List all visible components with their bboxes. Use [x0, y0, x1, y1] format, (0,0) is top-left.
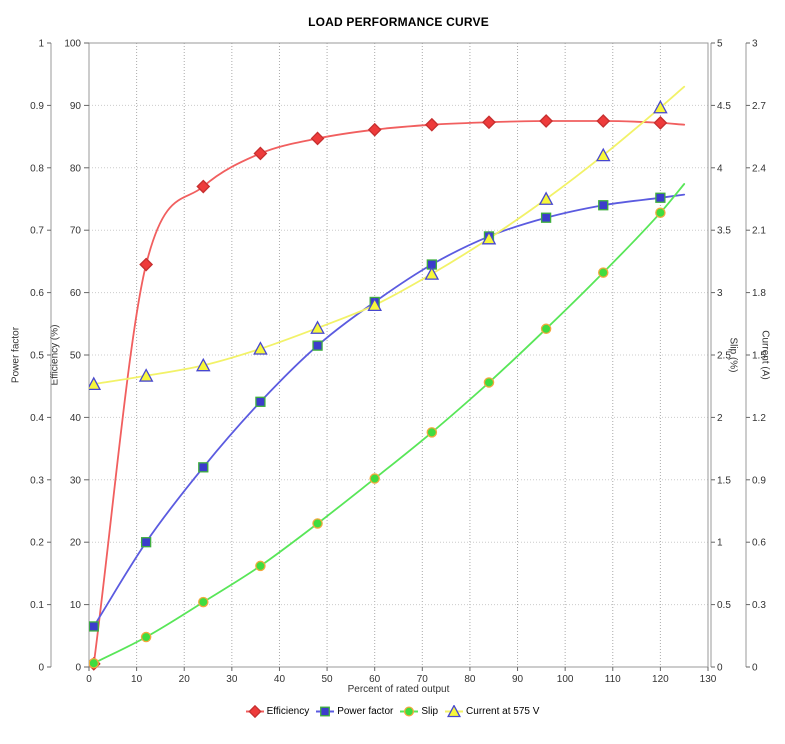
svg-text:0.6: 0.6 — [30, 288, 44, 299]
svg-text:0.3: 0.3 — [752, 600, 766, 611]
svg-text:70: 70 — [417, 674, 429, 685]
svg-text:0: 0 — [38, 663, 44, 674]
svg-text:130: 130 — [700, 674, 717, 685]
legend-label: Slip — [421, 706, 439, 717]
legend-item-current: Current at 575 V — [445, 705, 539, 718]
svg-text:90: 90 — [70, 101, 82, 112]
svg-text:0.8: 0.8 — [30, 163, 44, 174]
chart-title: LOAD PERFORMANCE CURVE — [308, 15, 489, 29]
legend: Efficiency Power factor Slip Current at … — [0, 705, 785, 718]
svg-text:0.9: 0.9 — [30, 101, 44, 112]
legend-item-slip: Slip — [400, 705, 438, 718]
power-factor-legend-icon — [316, 706, 335, 717]
svg-text:0: 0 — [75, 663, 81, 674]
svg-text:10: 10 — [131, 674, 143, 685]
svg-text:30: 30 — [70, 475, 82, 486]
legend-label: Power factor — [337, 706, 394, 717]
svg-text:50: 50 — [70, 351, 82, 362]
svg-text:3: 3 — [752, 39, 758, 50]
svg-text:3: 3 — [717, 288, 723, 299]
svg-text:100: 100 — [64, 39, 81, 50]
svg-text:80: 80 — [70, 163, 82, 174]
efficiency-legend-icon — [245, 705, 264, 718]
svg-text:40: 40 — [274, 674, 286, 685]
svg-text:50: 50 — [322, 674, 334, 685]
svg-text:1.5: 1.5 — [752, 351, 766, 362]
legend-label: Efficiency — [266, 706, 310, 717]
svg-text:2.7: 2.7 — [752, 101, 766, 112]
svg-text:0: 0 — [752, 663, 758, 674]
svg-text:110: 110 — [605, 674, 621, 685]
svg-text:1: 1 — [717, 538, 723, 549]
svg-text:100: 100 — [557, 674, 574, 685]
svg-text:0.9: 0.9 — [752, 475, 766, 486]
svg-text:30: 30 — [226, 674, 238, 685]
legend-item-power-factor: Power factor — [316, 705, 393, 718]
svg-text:120: 120 — [652, 674, 669, 685]
svg-text:2.4: 2.4 — [752, 163, 766, 174]
svg-text:5: 5 — [717, 39, 723, 50]
svg-text:2: 2 — [717, 413, 723, 424]
svg-text:2.5: 2.5 — [717, 351, 731, 362]
svg-text:0.7: 0.7 — [30, 226, 44, 237]
legend-label: Current at 575 V — [466, 706, 540, 717]
svg-text:0.3: 0.3 — [30, 475, 44, 486]
svg-text:0.1: 0.1 — [30, 600, 44, 611]
svg-text:0: 0 — [717, 663, 723, 674]
svg-text:2.1: 2.1 — [752, 226, 766, 237]
svg-text:1.2: 1.2 — [752, 413, 766, 424]
svg-text:20: 20 — [179, 674, 191, 685]
svg-text:0.6: 0.6 — [752, 538, 766, 549]
svg-text:10: 10 — [70, 600, 82, 611]
slip-legend-icon — [400, 706, 419, 717]
axis-title-x: Percent of rated output — [347, 684, 450, 695]
svg-text:80: 80 — [464, 674, 476, 685]
svg-text:60: 60 — [70, 288, 82, 299]
svg-text:4: 4 — [717, 163, 723, 174]
current-legend-icon — [445, 705, 464, 718]
svg-text:40: 40 — [70, 413, 82, 424]
svg-text:20: 20 — [70, 538, 82, 549]
svg-text:90: 90 — [512, 674, 524, 685]
svg-text:60: 60 — [369, 674, 381, 685]
svg-text:0: 0 — [86, 674, 92, 685]
legend-item-efficiency: Efficiency — [245, 705, 310, 718]
svg-text:0.2: 0.2 — [30, 538, 44, 549]
svg-text:0.5: 0.5 — [717, 600, 731, 611]
svg-text:0.4: 0.4 — [30, 413, 44, 424]
svg-text:0.5: 0.5 — [30, 351, 44, 362]
svg-text:4.5: 4.5 — [717, 101, 731, 112]
svg-text:1.8: 1.8 — [752, 288, 766, 299]
svg-text:1.5: 1.5 — [717, 475, 731, 486]
svg-text:70: 70 — [70, 226, 82, 237]
svg-text:1: 1 — [38, 39, 44, 50]
svg-text:3.5: 3.5 — [717, 226, 731, 237]
